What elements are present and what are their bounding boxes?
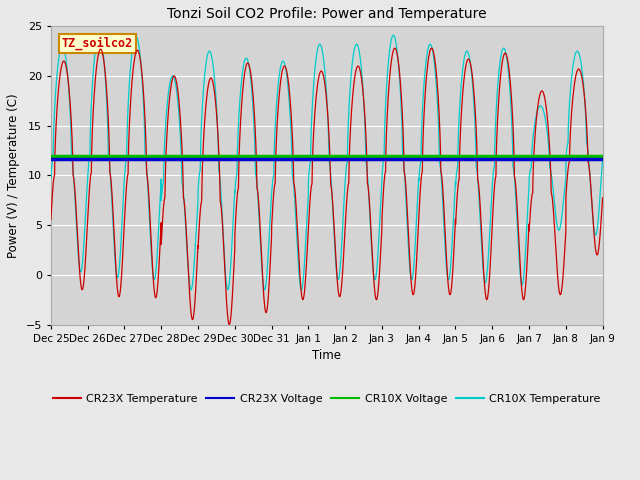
Y-axis label: Power (V) / Temperature (C): Power (V) / Temperature (C) (7, 93, 20, 258)
Title: Tonzi Soil CO2 Profile: Power and Temperature: Tonzi Soil CO2 Profile: Power and Temper… (167, 7, 486, 21)
X-axis label: Time: Time (312, 349, 341, 362)
Legend: CR23X Temperature, CR23X Voltage, CR10X Voltage, CR10X Temperature: CR23X Temperature, CR23X Voltage, CR10X … (48, 390, 605, 408)
Text: TZ_soilco2: TZ_soilco2 (62, 37, 133, 50)
